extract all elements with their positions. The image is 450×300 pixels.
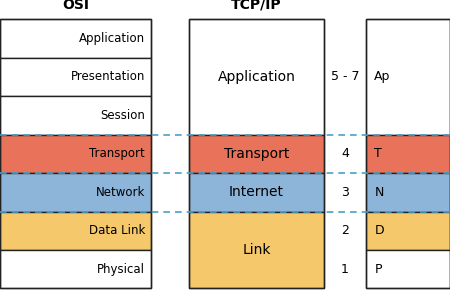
Bar (366, 173, 450, 212)
Text: Ap: Ap (374, 70, 391, 83)
Text: Presentation: Presentation (71, 70, 145, 83)
Bar (0, 19, 151, 58)
Bar (366, 212, 450, 250)
Bar (189, 212, 324, 289)
Text: 1: 1 (341, 263, 349, 276)
Text: N: N (374, 186, 384, 199)
Bar (0, 212, 151, 250)
Text: OSI: OSI (62, 0, 89, 11)
Bar (0, 173, 151, 212)
Text: Internet: Internet (229, 185, 284, 199)
Text: Physical: Physical (97, 263, 145, 276)
Text: Network: Network (96, 186, 145, 199)
Text: Session: Session (100, 109, 145, 122)
Bar (366, 19, 450, 289)
Text: TCP/IP: TCP/IP (231, 0, 282, 11)
Bar (366, 19, 450, 135)
Bar (189, 173, 324, 212)
Bar (0, 250, 151, 289)
Text: 4: 4 (341, 147, 349, 160)
Bar (189, 19, 324, 289)
Bar (0, 96, 151, 135)
Bar (366, 135, 450, 173)
Text: 2: 2 (341, 224, 349, 237)
Bar (0, 19, 151, 289)
Bar (366, 250, 450, 289)
Text: Transport: Transport (90, 147, 145, 160)
Text: Application: Application (79, 32, 145, 45)
Text: 5 - 7: 5 - 7 (331, 70, 359, 83)
Bar (189, 135, 324, 173)
Text: Link: Link (242, 243, 271, 257)
Bar (189, 19, 324, 135)
Text: Transport: Transport (224, 147, 289, 161)
Text: Application: Application (218, 70, 296, 84)
Text: D: D (374, 224, 384, 237)
Bar (0, 135, 151, 173)
Text: 3: 3 (341, 186, 349, 199)
Text: P: P (374, 263, 382, 276)
Text: Data Link: Data Link (89, 224, 145, 237)
Text: T: T (374, 147, 382, 160)
Bar (0, 58, 151, 96)
